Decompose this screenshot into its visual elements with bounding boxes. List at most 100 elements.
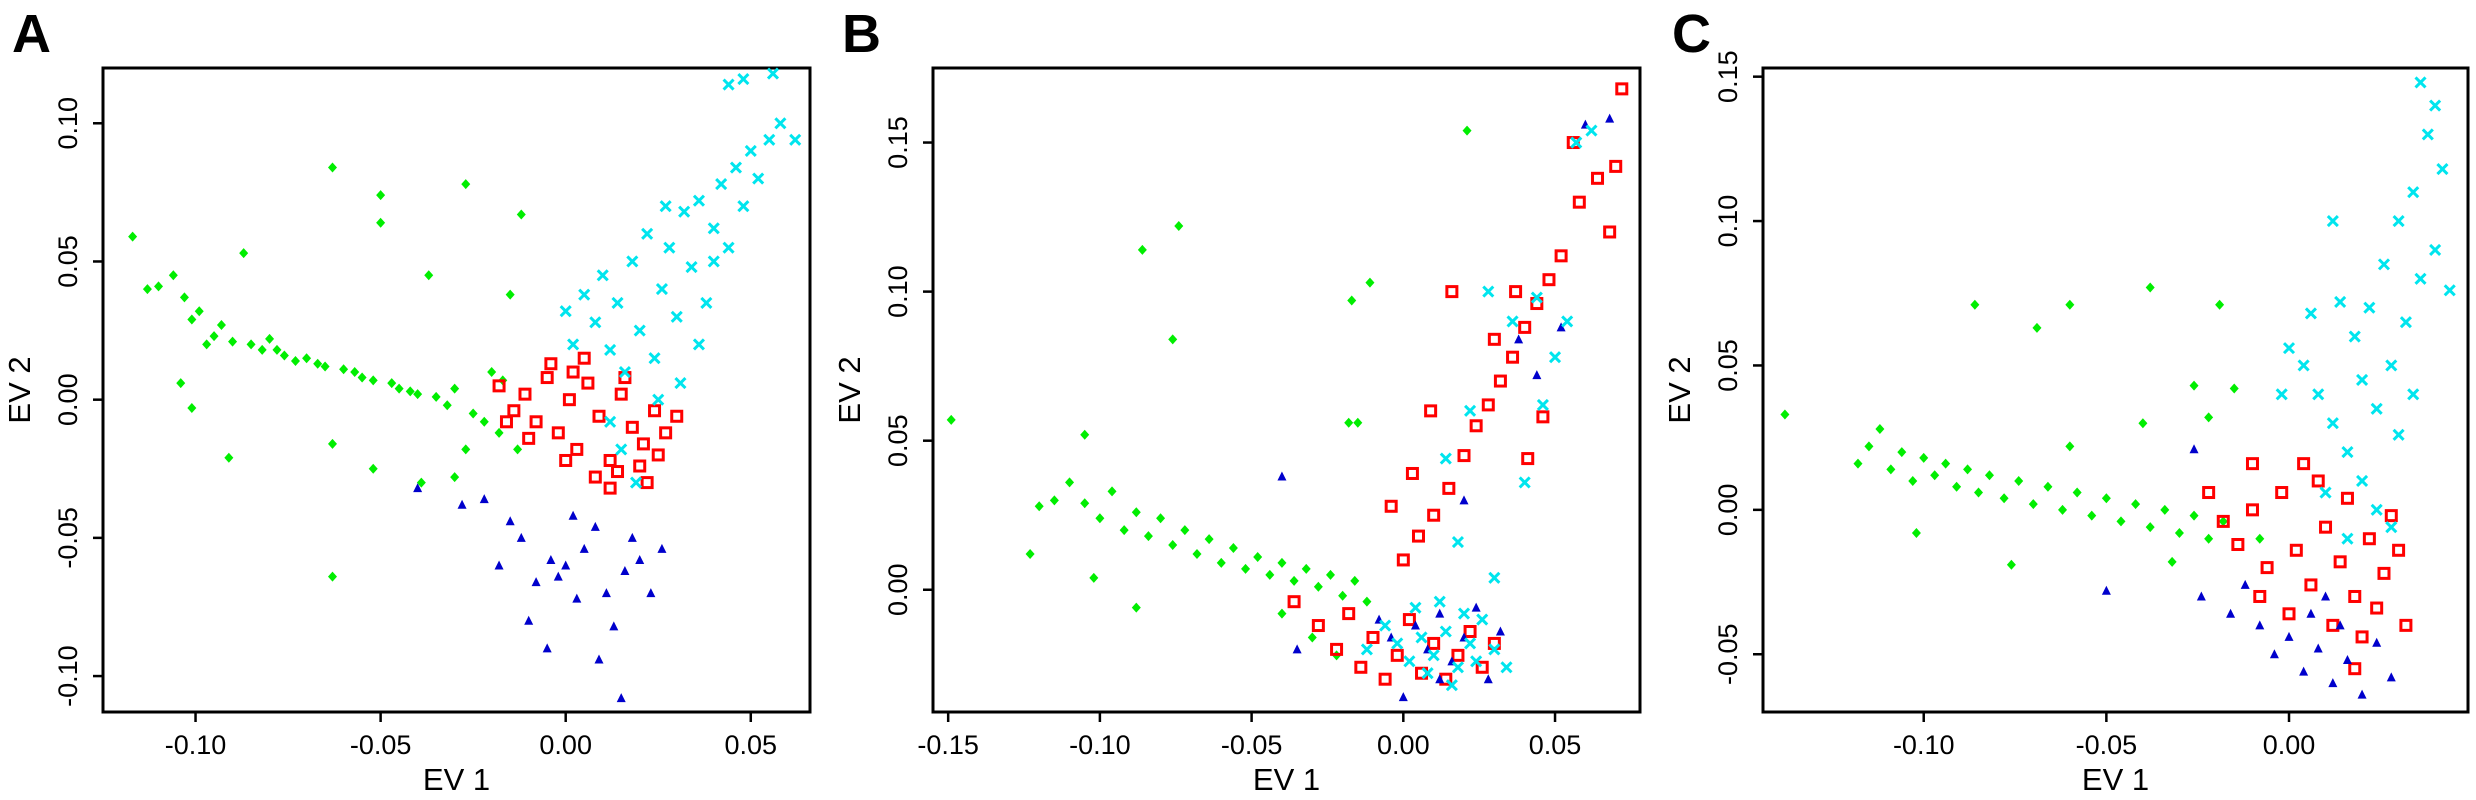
data-point [763,133,776,146]
data-point [2407,186,2420,199]
data-point [1313,581,1323,592]
data-point [128,231,138,242]
data-point [2032,322,2042,333]
series-diamond-a [128,162,526,582]
y-tick-label-a: 0.00 [53,373,83,426]
data-point [529,415,543,429]
data-point [2297,359,2310,372]
data-point [1228,543,1238,554]
data-point [505,289,515,300]
data-point [1424,404,1438,418]
data-point [1509,285,1523,299]
data-point [2174,527,2184,538]
data-point [1556,322,1566,332]
data-point [603,481,617,495]
data-point [618,365,631,379]
data-point [516,209,526,220]
data-point [1396,553,1410,567]
data-point [2101,493,2111,504]
data-point [2341,532,2354,545]
data-point [1476,613,1489,626]
data-point [2145,522,2155,533]
data-point [2215,299,2225,310]
data-point [1384,499,1398,513]
data-point [707,222,720,235]
data-point [187,314,197,325]
data-point [1911,527,1921,538]
data-point [590,521,600,531]
data-point [596,269,609,282]
data-point [2028,499,2038,510]
data-point [566,365,580,379]
y-tick-label-c: -0.05 [1713,623,1743,685]
data-point [567,338,580,351]
data-point [1192,548,1202,559]
data-point [468,408,478,419]
data-point [2335,620,2345,630]
x-tick-label-b: -0.05 [1221,730,1283,760]
data-point [2202,486,2216,500]
data-point [1065,477,1075,488]
y-tick-label-a: 0.10 [53,97,83,150]
data-point [461,179,471,190]
data-point [1451,648,1465,662]
data-point [1338,590,1348,601]
data-point [2297,457,2311,471]
data-point [1354,660,1368,674]
data-point [2319,486,2332,499]
x-axis-title-a: EV 1 [423,762,490,797]
data-point [633,324,646,337]
data-point [1402,613,1416,627]
data-point [603,453,617,467]
data-point [2289,543,2303,557]
data-point [2275,486,2289,500]
x-axis-title-c: EV 1 [2082,762,2149,797]
data-point [1143,531,1153,542]
y-tick-label-b: 0.10 [883,265,913,318]
data-point [1289,575,1299,586]
data-point [2226,608,2236,618]
data-point [2355,630,2369,644]
data-point [2326,214,2339,228]
data-point [648,404,662,418]
data-point [327,571,337,582]
data-point [2342,655,2352,665]
data-point [1482,285,1495,298]
data-point [2429,243,2442,256]
data-point [1864,441,1874,452]
data-point [2341,446,2354,459]
panel-c: C -0.10 -0.05 0.00 -0.05 0.00 0.05 0.10 0.15 EV … [1662,4,2470,797]
data-point [394,383,404,394]
data-point [700,296,713,309]
data-point [513,444,523,455]
x-tick-label-a: 0.05 [724,730,777,760]
data-point [1585,124,1598,137]
data-point [487,367,497,378]
data-point [744,144,757,157]
data-point [2328,678,2338,688]
series-triangle-c [2101,444,2396,699]
data-point [2311,474,2325,488]
data-point [604,343,617,356]
data-point [707,255,720,268]
data-point [589,316,602,329]
data-point [2255,620,2265,630]
data-point [2443,284,2456,297]
data-point [524,615,534,625]
data-point [2356,373,2369,386]
y-tick-label-c: 0.00 [1713,484,1743,537]
data-point [789,133,802,146]
data-point [588,470,602,484]
data-point [2116,516,2126,527]
series-cross-a [559,67,802,489]
data-point [228,336,238,347]
data-point [1089,572,1099,583]
data-point [2340,491,2354,505]
data-point [187,402,197,413]
data-point [2334,295,2347,308]
data-point [1362,596,1372,607]
data-point [2313,643,2323,653]
data-point [629,476,643,489]
data-point [648,352,661,365]
series-diamond-b [946,125,1472,661]
